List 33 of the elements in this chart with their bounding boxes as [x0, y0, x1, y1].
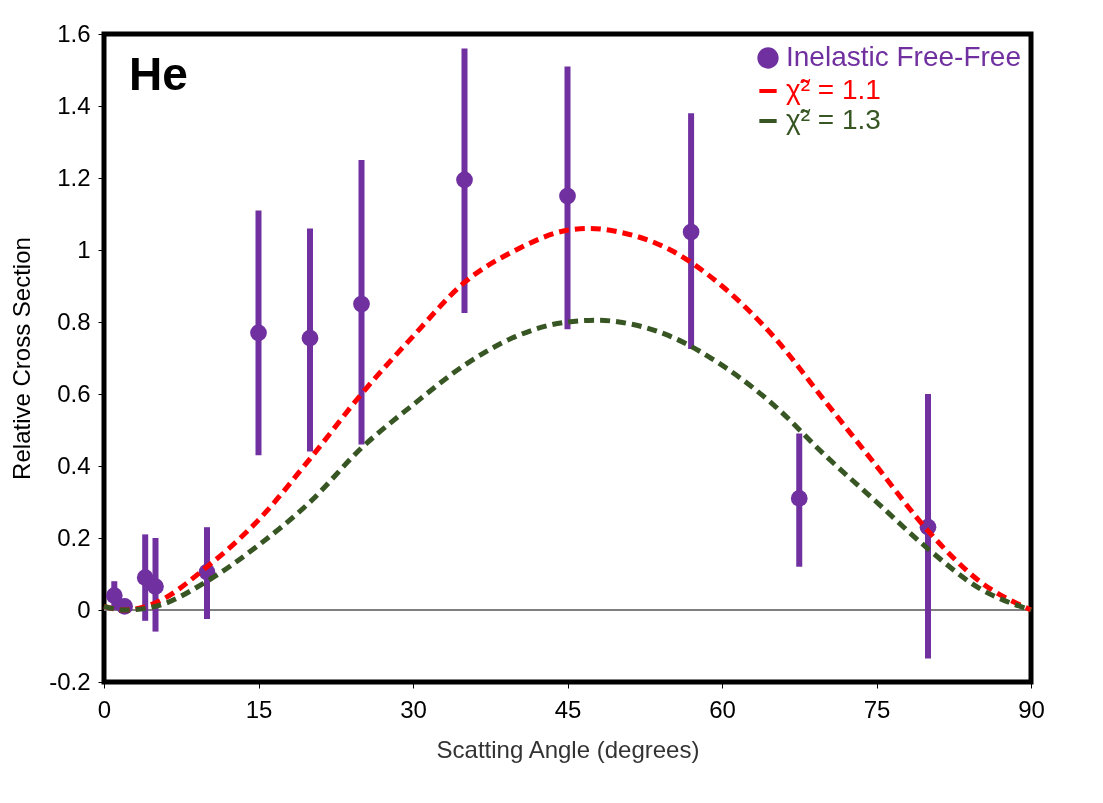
- y-tick-label: 0.6: [57, 379, 91, 407]
- y-tick-label: 0.4: [57, 451, 91, 479]
- point: [353, 295, 370, 313]
- legend-label: χ̃² = 1.3: [786, 104, 881, 135]
- legend-label: Inelastic Free-Free: [786, 41, 1021, 72]
- y-tick-label: 0: [77, 595, 91, 623]
- y-tick-label: 1.6: [57, 19, 91, 47]
- point: [147, 578, 164, 595]
- y-tick-label: -0.2: [49, 667, 91, 695]
- point: [136, 569, 154, 586]
- x-tick-label: 75: [863, 695, 891, 723]
- x-tick-label: 45: [554, 695, 582, 723]
- x-tick-label: 30: [400, 695, 427, 723]
- point: [456, 171, 473, 189]
- point: [105, 587, 123, 604]
- point: [250, 324, 267, 342]
- y-tick-label: 0.2: [57, 523, 91, 551]
- y-tick-label: 0.8: [57, 307, 91, 335]
- y-axis-title: Relative Cross Section: [8, 237, 36, 480]
- y-tick-label: 1.2: [57, 163, 91, 191]
- y-tick-label: 1.4: [57, 91, 91, 119]
- x-tick-label: 90: [1018, 695, 1045, 723]
- x-tick-label: 15: [245, 695, 273, 723]
- point: [301, 329, 319, 347]
- legend-label: χ̃² = 1.1: [786, 74, 881, 105]
- x-tick-label: 0: [97, 695, 112, 723]
- y-tick-label: 1: [77, 235, 91, 263]
- x-tick-label: 60: [709, 695, 736, 723]
- x-axis-title: Scatting Angle (degrees): [436, 735, 700, 763]
- annotation: He: [129, 48, 188, 100]
- point: [559, 187, 576, 205]
- point: [682, 223, 700, 241]
- point: [790, 490, 808, 507]
